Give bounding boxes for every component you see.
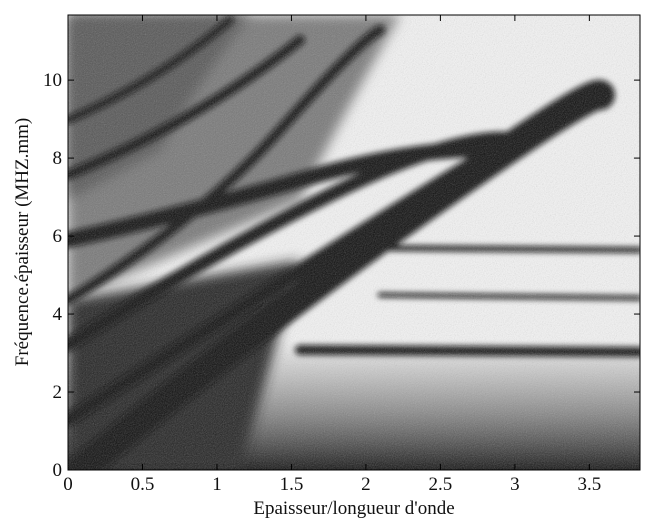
plot-frame [67,14,641,471]
y-tick-label: 0 [53,460,63,481]
x-tick-label: 3 [510,474,520,495]
x-axis-label: Epaisseur/longueur d'onde [253,498,454,519]
y-tick-label: 10 [43,70,62,91]
y-tick-label: 6 [53,226,63,247]
axes: 0 0.5 1 1.5 2 2.5 3 3.5 0 2 4 6 8 10 [43,15,640,495]
y-axis-label: Fréquence.épaisseur (MHZ.mm) [12,118,33,367]
y-tick-label: 8 [53,148,63,169]
x-tick-label: 1 [212,474,222,495]
x-tick-label: 1.5 [280,474,304,495]
x-tick-label: 0.5 [131,474,155,495]
x-tick-label: 2 [361,474,371,495]
x-tick-label: 0 [63,474,73,495]
y-tick-label: 2 [53,382,63,403]
x-tick-label: 2.5 [429,474,453,495]
x-tick-label: 3.5 [577,474,601,495]
y-tick-label: 4 [53,304,63,325]
image [68,15,640,470]
